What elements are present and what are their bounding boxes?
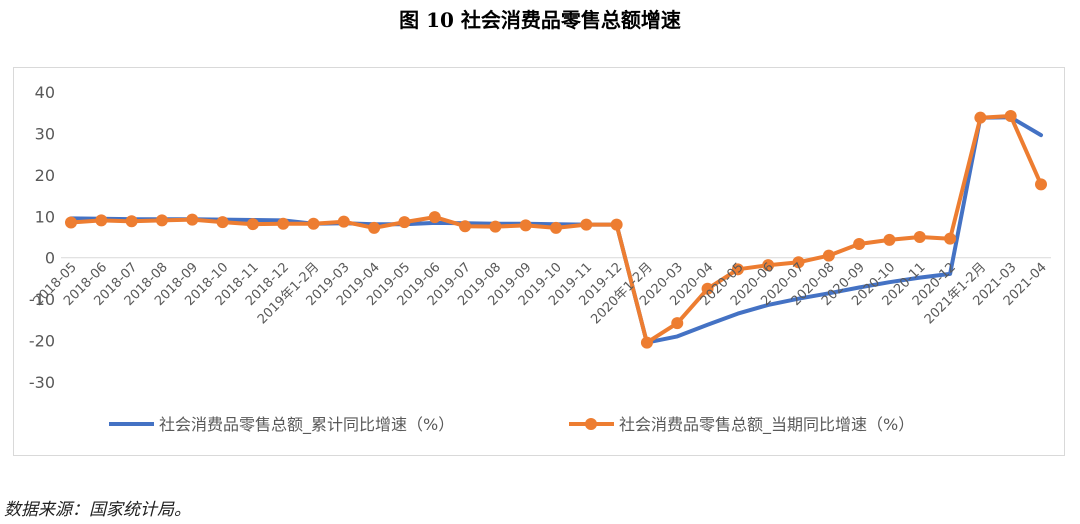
series-2-point [762, 259, 775, 272]
y-tick-label: -20 [29, 332, 55, 351]
series-2-point [337, 215, 350, 228]
series-2-point [883, 233, 896, 246]
series-2-point [125, 215, 138, 228]
series-2-point [671, 317, 684, 330]
series-2-point [731, 263, 744, 276]
series-2-point [640, 336, 653, 349]
series-2-point [519, 219, 532, 232]
series-2-point [1004, 110, 1017, 123]
line-chart: 403020100-10-20-302018-052018-062018-072… [29, 83, 1051, 435]
series-2-point [580, 218, 593, 231]
series-2-point [277, 217, 290, 230]
series-2-point [944, 232, 957, 245]
y-tick-label: 10 [35, 207, 55, 226]
series-2-point [822, 249, 835, 262]
series-2-point [155, 214, 168, 227]
series-2-point [1035, 178, 1047, 191]
series-2-point [792, 256, 805, 269]
legend-label-2: 社会消费品零售总额_当期同比增速（%） [619, 415, 914, 435]
series-2-point [913, 231, 926, 243]
series-2-point [216, 216, 229, 229]
series-2-point [489, 220, 502, 233]
series-2-point [246, 218, 259, 231]
y-tick-label: 20 [35, 166, 55, 185]
y-tick-label: 30 [35, 124, 55, 143]
figure-title: 图 10 社会消费品零售总额增速 [399, 8, 681, 32]
data-source-note: 数据来源：国家统计局。 [4, 500, 191, 520]
y-tick-label: -10 [29, 290, 55, 309]
series-2-point [974, 111, 987, 124]
y-tick-label: 0 [45, 249, 55, 268]
series-2-point [398, 216, 411, 229]
y-tick-label: -30 [29, 373, 55, 392]
series-2-point [65, 216, 77, 229]
chart-area: 40 30 20 10 0 -10 -20 -30 2018-05 2018-06 2018-07 2… [13, 67, 1065, 456]
series-2-point [853, 238, 866, 251]
series-2-point [428, 211, 441, 224]
series-2-point [701, 282, 714, 295]
series-2-point [95, 214, 108, 227]
series-2-point [610, 218, 623, 231]
series-2-point [368, 221, 381, 234]
series-2-point [186, 213, 199, 226]
legend-label-1: 社会消费品零售总额_累计同比增速（%） [159, 415, 454, 435]
y-tick-label: 40 [35, 83, 55, 102]
series-2-point [459, 220, 472, 233]
series-2-point [307, 217, 320, 230]
legend-marker-2 [585, 418, 597, 430]
series-2-point [550, 221, 562, 234]
